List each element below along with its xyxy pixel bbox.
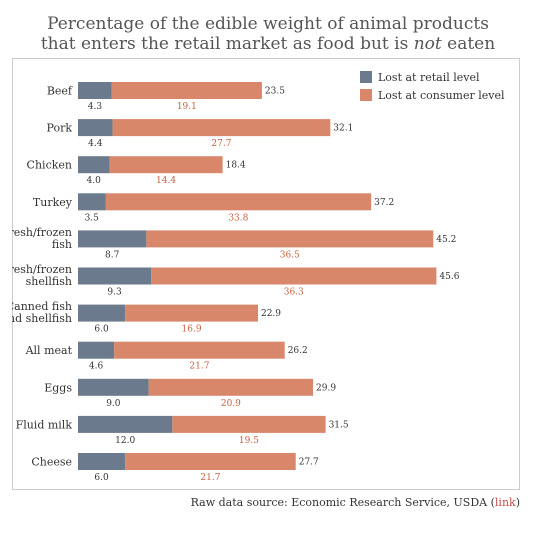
total-label: 26.2 <box>288 346 308 356</box>
category-label: Pork <box>46 122 72 135</box>
retail-value-label: 3.5 <box>85 213 100 223</box>
retail-value-label: 4.4 <box>88 139 103 149</box>
bar-retail <box>78 341 115 359</box>
consumer-value-label: 19.5 <box>239 436 259 446</box>
consumer-value-label: 36.3 <box>284 288 304 298</box>
chart-title: Percentage of the edible weight of anima… <box>0 14 536 54</box>
source-close: ) <box>515 496 520 509</box>
category-label-line: Fresh/frozen <box>12 226 72 239</box>
legend-item-consumer: Lost at consumer level <box>360 86 505 104</box>
consumer-value-label: 21.7 <box>200 473 220 483</box>
bar-consumer <box>125 453 296 470</box>
bar-retail <box>78 415 173 433</box>
total-label: 37.2 <box>374 198 394 208</box>
bar-consumer <box>105 193 372 211</box>
category-label-line: shellfish <box>26 275 72 288</box>
consumer-value-label: 36.5 <box>280 250 300 260</box>
bar-retail <box>78 453 126 470</box>
category-label: Canned fishand shellfish <box>12 300 72 325</box>
title-line-2-suffix: eaten <box>441 34 496 54</box>
consumer-value-label: 20.9 <box>221 399 241 409</box>
total-label: 22.9 <box>261 309 281 319</box>
source-note: Raw data source: Economic Research Servi… <box>191 496 520 509</box>
legend-label-retail: Lost at retail level <box>378 70 480 84</box>
consumer-value-label: 33.8 <box>228 213 248 223</box>
legend-label-consumer: Lost at consumer level <box>378 88 505 102</box>
chart-frame <box>12 58 520 490</box>
retail-value-label: 4.0 <box>87 176 102 186</box>
bar-retail <box>78 193 106 211</box>
total-label: 23.5 <box>265 87 285 97</box>
retail-value-label: 6.0 <box>94 325 109 335</box>
retail-value-label: 6.0 <box>94 473 109 483</box>
category-label: Cheese <box>31 456 72 469</box>
legend: Lost at retail level Lost at consumer le… <box>360 68 505 104</box>
consumer-value-label: 16.9 <box>182 325 202 335</box>
bar-retail <box>78 304 126 322</box>
consumer-value-label: 19.1 <box>177 102 197 112</box>
bar-chart: Beef 23.5 4.3 19.1 Pork 32.1 4.4 27.7 Chicken 18.… <box>12 82 460 483</box>
retail-value-label: 12.0 <box>115 436 135 446</box>
category-label: Turkey <box>33 196 73 209</box>
bar-consumer <box>109 156 223 174</box>
category-label: Fluid milk <box>16 418 73 431</box>
bar-retail <box>78 267 152 285</box>
title-line-2-prefix: that enters the retail market as food bu… <box>40 34 414 54</box>
category-label-line: Fresh/frozen <box>12 263 72 276</box>
bar-consumer <box>125 304 258 322</box>
bar-retail <box>78 82 112 99</box>
retail-value-label: 4.3 <box>88 102 103 112</box>
bar-consumer <box>112 119 331 137</box>
category-label: Chicken <box>27 159 72 172</box>
total-label: 45.2 <box>436 235 456 245</box>
bar-consumer <box>111 82 262 99</box>
title-emphasis: not <box>413 34 442 54</box>
bar-retail <box>78 230 147 248</box>
legend-swatch-consumer <box>360 89 372 101</box>
total-label: 32.1 <box>333 124 353 134</box>
consumer-value-label: 14.4 <box>156 176 176 186</box>
consumer-value-label: 21.7 <box>189 362 209 372</box>
retail-value-label: 4.6 <box>89 362 104 372</box>
category-label: Eggs <box>44 381 72 394</box>
category-label-line: fish <box>52 238 72 251</box>
legend-swatch-retail <box>360 71 372 83</box>
title-line-1: Percentage of the edible weight of anima… <box>47 14 489 34</box>
title-line-2: that enters the retail market as food bu… <box>0 34 536 54</box>
source-text: Raw data source: Economic Research Servi… <box>190 496 495 509</box>
total-label: 18.4 <box>226 161 246 171</box>
consumer-value-label: 27.7 <box>211 139 231 149</box>
bar-consumer <box>151 267 437 285</box>
category-label-line: and shellfish <box>12 312 72 325</box>
legend-item-retail: Lost at retail level <box>360 68 505 86</box>
category-label-line: Canned fish <box>12 300 72 313</box>
total-label: 29.9 <box>316 383 336 393</box>
bar-consumer <box>114 341 285 359</box>
bar-consumer <box>146 230 434 248</box>
category-label: Beef <box>47 85 73 98</box>
bar-retail <box>78 378 149 396</box>
bar-consumer <box>148 378 314 396</box>
total-label: 45.6 <box>439 272 459 282</box>
bar-retail <box>78 119 113 137</box>
category-label: All meat <box>25 344 73 357</box>
retail-value-label: 8.7 <box>105 250 120 260</box>
total-label: 31.5 <box>329 420 349 430</box>
total-label: 27.7 <box>299 458 319 468</box>
source-link[interactable]: link <box>494 496 516 509</box>
bar-retail <box>78 156 110 174</box>
bar-consumer <box>172 415 326 433</box>
retail-value-label: 9.3 <box>107 288 122 298</box>
retail-value-label: 9.0 <box>106 399 121 409</box>
